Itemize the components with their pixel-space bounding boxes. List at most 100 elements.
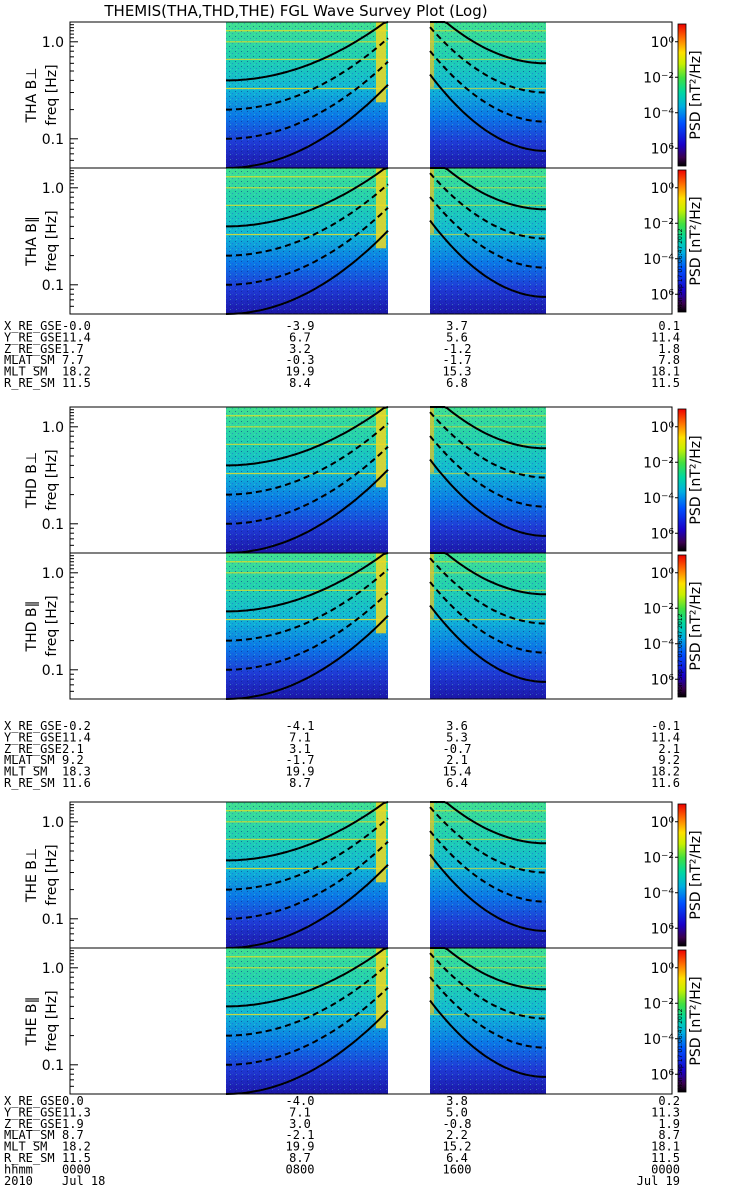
ephemeris-value: Jul 19 xyxy=(637,1174,680,1188)
ephemeris-row-label: Y_RE_GSE xyxy=(4,1105,62,1119)
y-tick-label: 1.0 xyxy=(42,961,64,977)
high-power-strip xyxy=(376,802,386,883)
ephemeris-value: -1.7 xyxy=(443,353,472,367)
colorbar-tick-label: 10⁻² xyxy=(643,455,674,471)
ephemeris-value: -0.7 xyxy=(443,742,472,756)
y-tick-label: 0.1 xyxy=(42,1058,64,1074)
ephemeris-value: 5.3 xyxy=(446,730,468,744)
gyrofrequency-curve-pre xyxy=(226,445,389,525)
ephemeris-value: 18.3 xyxy=(62,765,91,779)
ephemeris-value: 5.0 xyxy=(446,1105,468,1119)
ephemeris-value: 0.2 xyxy=(658,1094,680,1108)
ephemeris-value: 18.1 xyxy=(651,365,680,379)
colorbar-label: PSD [nT²/Hz] xyxy=(688,435,704,524)
colorbar-tick-label: 10⁻⁴ xyxy=(643,637,674,653)
panel-label: THD B∥ xyxy=(24,601,40,653)
ephemeris-the: X_RE_GSE 0.0 -4.0 3.8 0.2Y_RE_GSE 11.3 7.1 5.0 1… xyxy=(4,1094,680,1188)
y-axis-label: freq [Hz] xyxy=(44,844,60,905)
colorbar-label: PSD [nT²/Hz] xyxy=(688,50,704,139)
ephemeris-row-label: Y_RE_GSE xyxy=(4,330,62,344)
ephemeris-value: 7.7 xyxy=(62,353,84,367)
panel-frame xyxy=(69,552,673,700)
ephemeris-value: 8.7 xyxy=(62,1128,84,1142)
ephemeris-value: 19.9 xyxy=(286,365,315,379)
gyrofrequency-curve-post xyxy=(430,406,546,450)
colorbar-tick-label: 10⁻² xyxy=(643,850,674,866)
y-axis-label: freq [Hz] xyxy=(44,64,60,125)
gyrofrequency-curve-pre xyxy=(226,21,389,82)
colorbar-tick-label: 10⁶ xyxy=(651,141,675,157)
ephemeris-value: 8.7 xyxy=(289,1151,311,1165)
gyrofrequency-curve-pre xyxy=(226,37,389,111)
ephemeris-value: 15.3 xyxy=(443,365,472,379)
ephemeris-value: -0.3 xyxy=(286,353,315,367)
ephemeris-tables: X_RE_GSE -0.0 -3.9 3.7 0.1Y_RE_GSE 11.4 6.7 5.6… xyxy=(4,319,680,1188)
gyrofrequency-curve-pre xyxy=(226,422,389,496)
gyrofrequency-curve-post xyxy=(429,196,546,269)
ephemeris-row-label: MLAT_SM xyxy=(4,753,55,767)
ephemeris-row-label: MLAT_SM xyxy=(4,1128,55,1142)
y-tick-label: 0.1 xyxy=(42,132,64,148)
panel-label: THA B∥ xyxy=(24,216,40,267)
panel-frame xyxy=(69,167,673,315)
panel-label: THE B∥ xyxy=(24,997,40,1047)
ephemeris-value: 7.1 xyxy=(289,1105,311,1119)
colorbar xyxy=(677,408,687,552)
spectrogram-noise-post-gap xyxy=(430,802,546,948)
gyrofrequency-curve-pre xyxy=(226,817,389,891)
gyrofrequency-curve-post xyxy=(429,999,546,1078)
gyrofrequency-curve-pre xyxy=(225,1009,389,1095)
ephemeris-row-label: Z_RE_GSE xyxy=(4,742,62,756)
ephemeris-value: 8.4 xyxy=(289,376,311,390)
gyrofrequency-curve-post xyxy=(429,830,546,903)
ephemeris-value: -2.1 xyxy=(286,1128,315,1142)
colorbar-tick-label: 10⁶ xyxy=(651,921,675,937)
gyrofrequency-curve-post xyxy=(430,167,546,211)
gyrofrequency-curve-pre xyxy=(226,986,389,1066)
colorbar-tick-label: 10⁻² xyxy=(643,996,674,1012)
ephemeris-row-label: Z_RE_GSE xyxy=(4,1117,62,1131)
colorbar xyxy=(677,169,687,313)
colorbar-tick-label: 10⁻² xyxy=(643,70,674,86)
ephemeris-value: 3.7 xyxy=(446,319,468,333)
gyrofrequency-curve-pre xyxy=(225,83,389,169)
gyrofrequency-curve-post xyxy=(429,435,546,508)
spectrogram-noise-post-gap xyxy=(430,22,546,168)
gyrofrequency-curve-pre xyxy=(225,863,389,949)
gyrofrequency-curve-pre xyxy=(226,963,389,1037)
ephemeris-row-label: X_RE_GSE xyxy=(4,1094,62,1108)
ephemeris-value: 11.3 xyxy=(62,1105,91,1119)
y-tick-label: 0.1 xyxy=(42,278,64,294)
y-axis-label: freq [Hz] xyxy=(44,595,60,656)
y-axis-label: freq [Hz] xyxy=(44,449,60,510)
ephemeris-value: 18.2 xyxy=(62,1140,91,1154)
ephemeris-value: 9.2 xyxy=(62,753,84,767)
ephemeris-value: -1.7 xyxy=(286,753,315,767)
ephemeris-row-label: R_RE_SM xyxy=(4,776,55,790)
ephemeris-value: 11.6 xyxy=(62,776,91,790)
timestamp-stamp: Mon Sep 17 01:06:47 2012 xyxy=(677,228,684,310)
colorbar-label: PSD [nT²/Hz] xyxy=(688,830,704,919)
high-power-strip xyxy=(376,407,386,488)
colorbar xyxy=(677,23,687,167)
ephemeris-value: 11.4 xyxy=(651,330,680,344)
gyrofrequency-curve-post xyxy=(429,853,546,932)
colorbar-tick-label: 10⁰ xyxy=(651,35,675,51)
ephemeris-row-label: R_RE_SM xyxy=(4,376,55,390)
timestamp-stamp: Mon Sep 17 01:06:47 2012 xyxy=(677,613,684,695)
ephemeris-row-label: 2010 xyxy=(4,1174,33,1188)
colorbar-label: PSD [nT²/Hz] xyxy=(688,196,704,285)
gyrofrequency-curve-post xyxy=(429,976,546,1049)
colorbar-tick-label: 10⁻⁴ xyxy=(643,1032,674,1048)
gyrofrequency-curve-pre xyxy=(226,167,389,228)
timestamp-stamp: Mon Sep 17 01:06:47 2012 xyxy=(677,1008,684,1090)
gyrofrequency-curve-post xyxy=(430,801,546,845)
y-tick-label: 0.1 xyxy=(42,517,64,533)
colorbar-tick-label: 10⁶ xyxy=(651,287,675,303)
ephemeris-value: -0.1 xyxy=(651,719,680,733)
ephemeris-value: 18.1 xyxy=(651,1140,680,1154)
